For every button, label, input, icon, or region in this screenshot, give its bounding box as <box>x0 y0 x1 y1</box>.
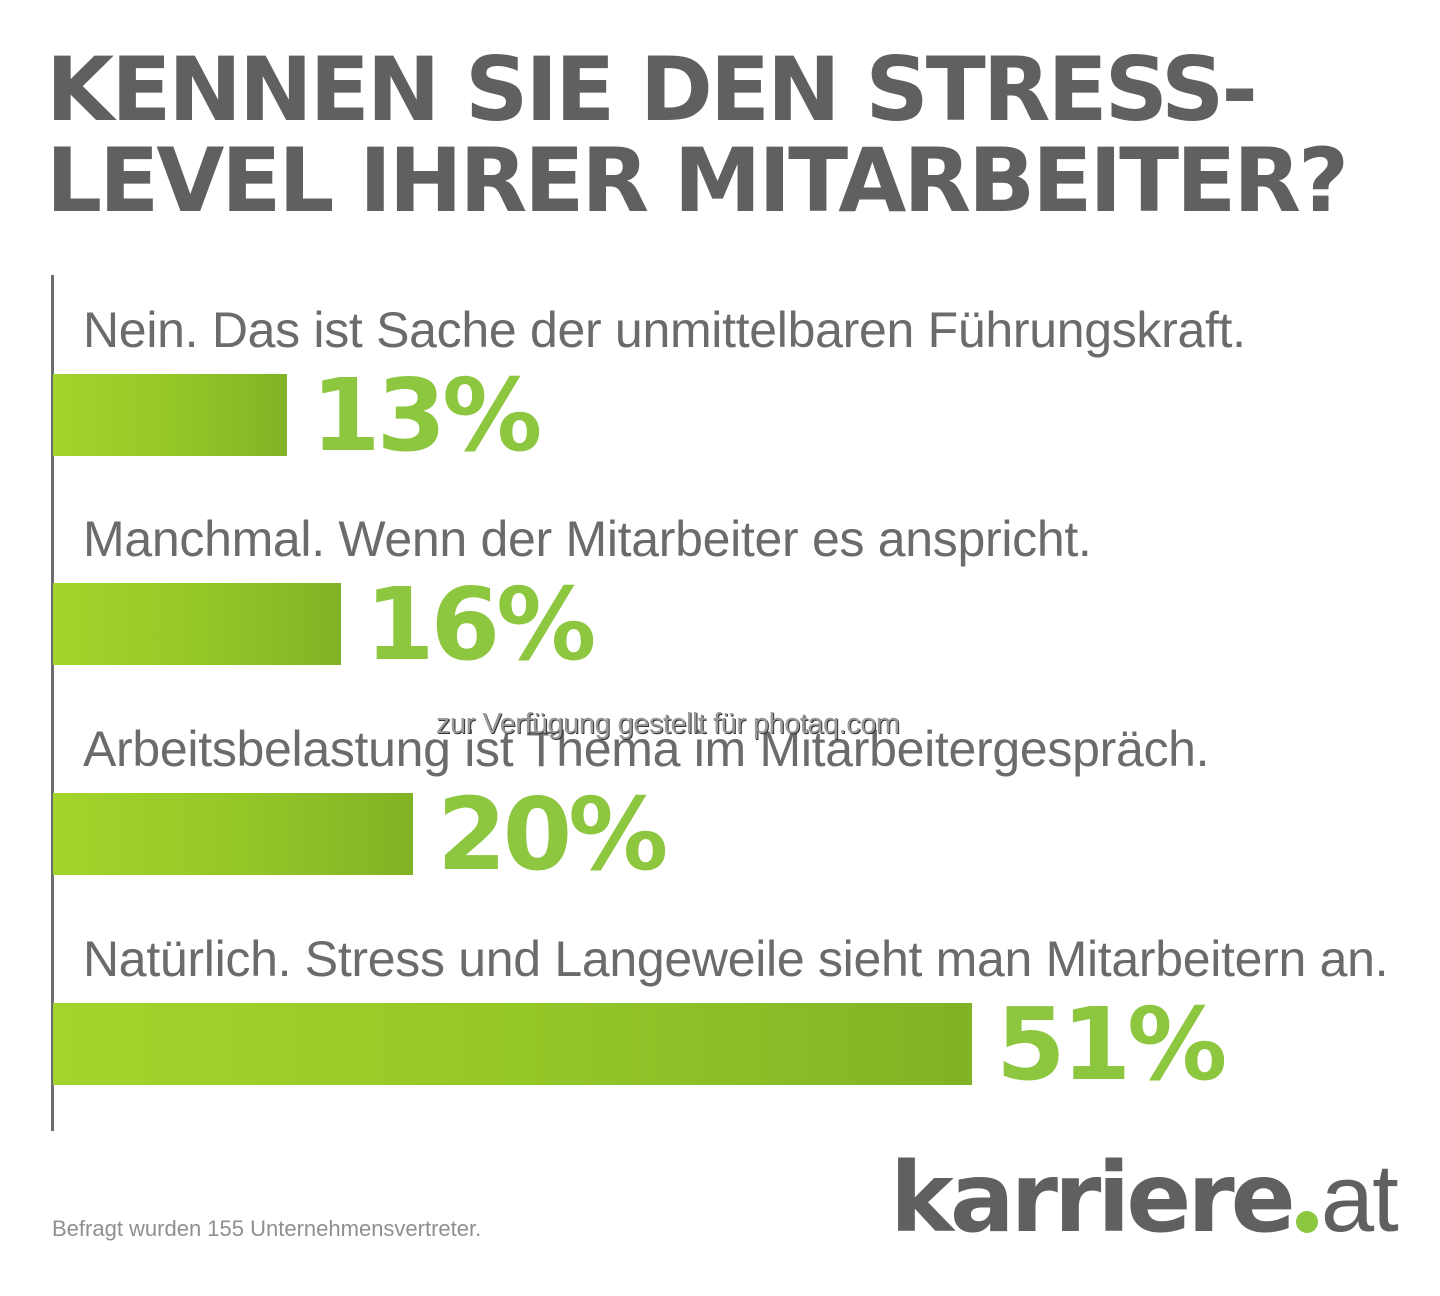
watermark-text: zur Verfügung gestellt für photaq.com <box>436 708 900 740</box>
logo-dot-icon <box>1295 1211 1318 1233</box>
bar <box>53 583 341 665</box>
bar-label: Nein. Das ist Sache der unmittelbaren Fü… <box>83 302 1246 358</box>
bar-value-label: 51% <box>996 986 1227 1103</box>
title-line-2: LEVEL IHRER MITARBEITER? <box>46 129 1349 232</box>
bar <box>53 1003 972 1085</box>
logo-tld: at <box>1320 1145 1399 1252</box>
bar-row: Manchmal. Wenn der Mitarbeiter es anspri… <box>0 509 1440 719</box>
chart-title: KENNEN SIE DEN STRESS- LEVEL IHRER MITAR… <box>46 38 1349 232</box>
bar-label: Manchmal. Wenn der Mitarbeiter es anspri… <box>83 511 1092 567</box>
bar-label: Arbeitsbelastung ist Thema im Mitarbeite… <box>83 721 1210 777</box>
vertical-axis-line <box>51 275 54 1131</box>
bar <box>53 374 287 456</box>
logo-brand: karriere <box>890 1142 1296 1254</box>
bar-value-label: 16% <box>365 566 596 683</box>
bar-row: Nein. Das ist Sache der unmittelbaren Fü… <box>0 300 1440 510</box>
karriere-logo: karriere at <box>890 1148 1399 1249</box>
bar-value-label: 13% <box>311 357 542 474</box>
bar-label: Natürlich. Stress und Langeweile sieht m… <box>83 931 1389 987</box>
title-line-1: KENNEN SIE DEN STRESS- <box>46 38 1258 141</box>
bar-value-label: 20% <box>437 776 668 893</box>
bar-row: Natürlich. Stress und Langeweile sieht m… <box>0 929 1440 1139</box>
bar <box>53 793 413 875</box>
bar-row: Arbeitsbelastung ist Thema im Mitarbeite… <box>0 719 1440 929</box>
footnote: Befragt wurden 155 Unternehmensvertreter… <box>52 1216 482 1241</box>
